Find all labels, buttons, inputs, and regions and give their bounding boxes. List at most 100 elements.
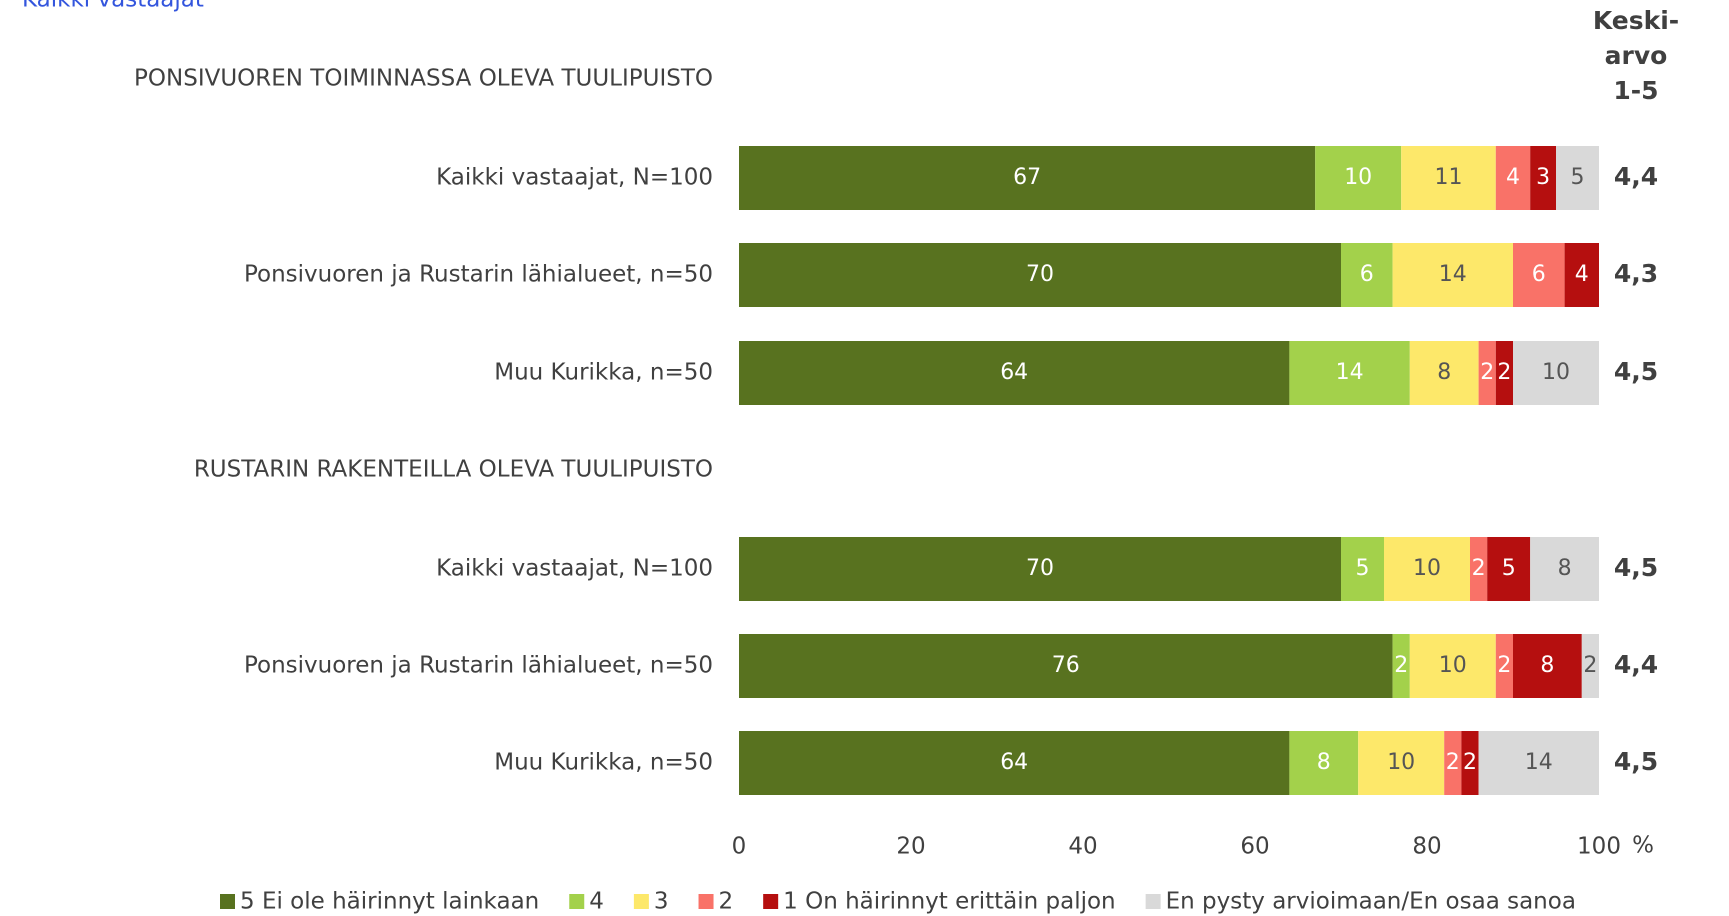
bar-segment [1495,146,1531,210]
mean-value: 4,5 [1614,553,1658,582]
mean-header: Keski- [1593,6,1679,35]
segment-label: 5 [1356,556,1370,581]
mean-value: 4,4 [1614,162,1658,191]
segment-label: 8 [1317,750,1331,775]
category-label: Kaikki vastaajat, N=100 [436,165,713,191]
legend-label: En pysty arvioimaan/En osaa sanoa [1166,889,1576,915]
legend-swatch [220,894,235,909]
bar-segment [1556,146,1599,210]
segment-label: 6 [1532,262,1546,287]
mean-header: 1-5 [1613,76,1658,105]
bar-segment [1495,341,1513,405]
legend-swatch [763,894,779,909]
top-note: Kaikki vastaajat [22,0,204,13]
mean-value: 4,5 [1614,747,1658,776]
legend-label: 4 [589,889,604,915]
x-tick-label: 80 [1412,834,1441,860]
segment-label: 10 [1344,165,1372,190]
x-tick-label: 40 [1068,834,1097,860]
segment-label: 14 [1525,750,1553,775]
bar-segment [739,537,1341,601]
bar-segment [1495,634,1513,698]
segment-label: 10 [1413,556,1441,581]
bar-segment [739,341,1290,405]
bar-segment [739,731,1290,795]
legend-swatch [698,894,714,909]
bar-segment [1470,537,1488,601]
segment-label: 2 [1463,750,1477,775]
bar-segment [1315,146,1402,210]
bar-segment [1409,341,1479,405]
legend-label: 1 On häirinnyt erittäin paljon [783,889,1115,915]
segment-label: 2 [1394,653,1408,678]
mean-header: arvo [1605,41,1668,70]
bar-segment [1487,537,1531,601]
segment-label: 10 [1387,750,1415,775]
segment-label: 2 [1497,360,1511,385]
category-label: Kaikki vastaajat, N=100 [436,556,713,582]
legend-label: 2 [719,889,734,915]
bar-segment [1530,146,1556,210]
legend-swatch [633,894,649,909]
segment-label: 8 [1540,653,1554,678]
segment-label: 14 [1336,360,1364,385]
bar-segment [1392,634,1410,698]
bar-segment [1384,537,1470,601]
bar-segment [739,634,1393,698]
segment-label: 6 [1360,262,1374,287]
x-tick-label: 20 [896,834,925,860]
segment-label: 64 [1000,360,1028,385]
segment-label: 2 [1472,556,1486,581]
segment-label: 8 [1558,556,1572,581]
segment-label: 2 [1480,360,1494,385]
bar-segment [1289,731,1359,795]
segment-label: 3 [1536,165,1550,190]
segment-label: 67 [1013,165,1041,190]
segment-label: 70 [1026,556,1054,581]
bar-segment [1581,634,1599,698]
bar-segment [1478,341,1496,405]
bar-segment [1409,634,1496,698]
x-tick-label: 100 [1577,834,1621,860]
bar-segment [1461,731,1479,795]
mean-value: 4,3 [1614,259,1658,288]
bar-segment [1341,537,1384,601]
bar-segment [1289,341,1410,405]
bar-segment [739,146,1316,210]
mean-value: 4,4 [1614,650,1658,679]
segment-label: 11 [1435,165,1463,190]
segment-label: 4 [1506,165,1520,190]
bar-segment [1564,243,1599,307]
segment-label: 8 [1437,360,1451,385]
legend-swatch [569,894,585,909]
bar-segment [739,243,1341,307]
bar-segment [1341,243,1393,307]
bar-segment [1358,731,1445,795]
group-title: RUSTARIN RAKENTEILLA OLEVA TUULIPUISTO [194,457,713,483]
legend-label: 3 [654,889,669,915]
segment-label: 2 [1583,653,1597,678]
segment-label: 2 [1497,653,1511,678]
segment-label: 2 [1446,750,1460,775]
bar-segment [1392,243,1513,307]
segment-label: 76 [1052,653,1080,678]
segment-label: 5 [1571,165,1585,190]
bar-segment [1513,243,1565,307]
category-label: Muu Kurikka, n=50 [494,360,713,386]
bar-segment [1478,731,1599,795]
bar-segment [1444,731,1462,795]
mean-value: 4,5 [1614,357,1658,386]
segment-label: 5 [1502,556,1516,581]
segment-label: 14 [1439,262,1467,287]
segment-label: 70 [1026,262,1054,287]
segment-label: 64 [1000,750,1028,775]
segment-label: 10 [1542,360,1570,385]
bar-segment [1513,634,1582,698]
x-tick-label: 60 [1240,834,1269,860]
segment-label: 10 [1439,653,1467,678]
category-label: Ponsivuoren ja Rustarin lähialueet, n=50 [244,653,713,679]
bar-segment [1513,341,1599,405]
group-title: PONSIVUOREN TOIMINNASSA OLEVA TUULIPUIST… [134,66,713,92]
legend-swatch [1145,894,1161,909]
